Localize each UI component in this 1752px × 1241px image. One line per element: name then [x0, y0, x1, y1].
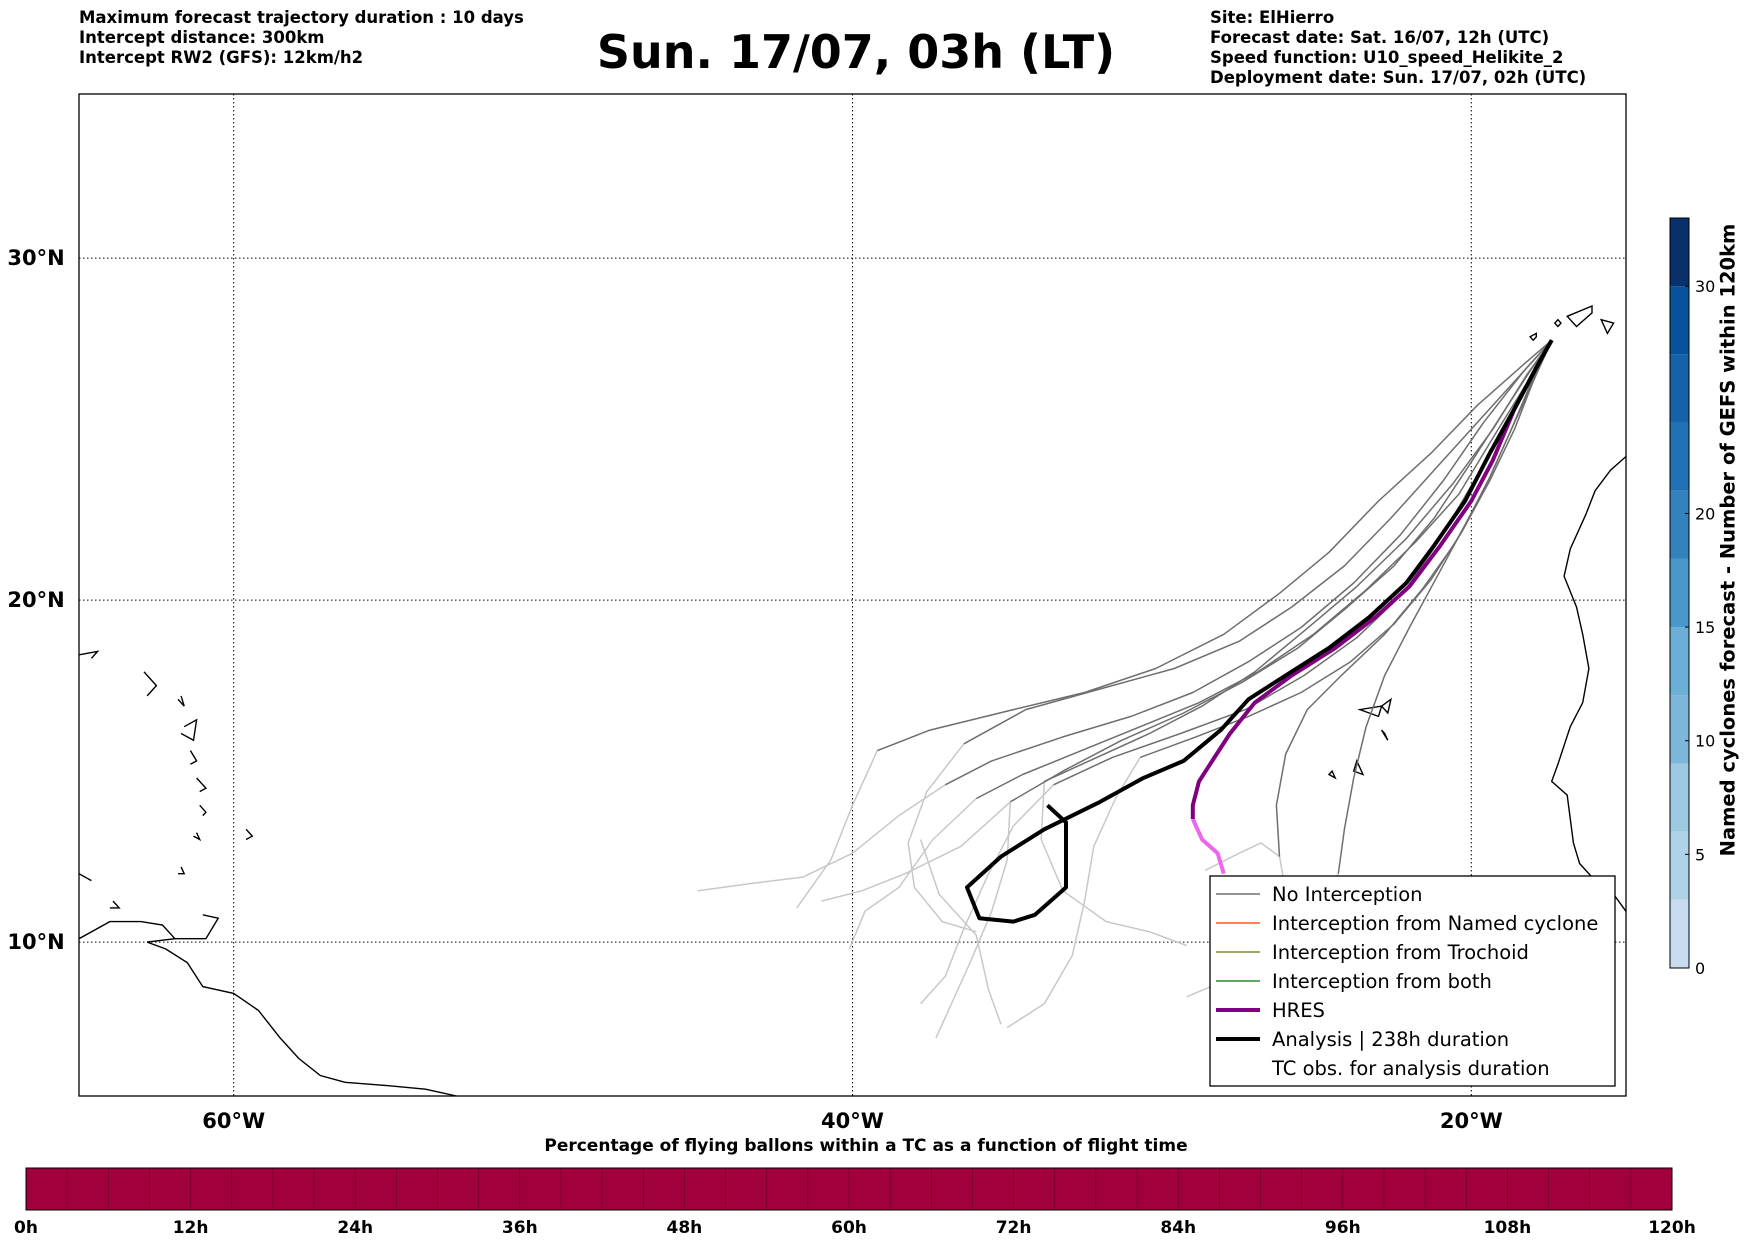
- ensemble-track-late: [921, 785, 1054, 1004]
- colorbar-tick-label: 20: [1695, 504, 1715, 523]
- ensemble-track-late: [822, 802, 1011, 901]
- colorbar-tick-label: 30: [1695, 277, 1715, 296]
- lon-tick-label: 20°W: [1440, 1109, 1503, 1133]
- legend-entry: Interception from Trochoid: [1272, 941, 1529, 964]
- hres-track: [1193, 340, 1552, 819]
- legend: No Interception Interception from Named c…: [1210, 876, 1615, 1086]
- ensemble-track: [877, 340, 1551, 750]
- ensemble-track-late: [1041, 781, 1187, 945]
- colorbar-band: [1670, 559, 1689, 627]
- colorbar-band: [1670, 423, 1689, 491]
- flight-time-tick-label: 48h: [667, 1218, 703, 1238]
- colorbar-tick-label: 15: [1695, 618, 1715, 637]
- caribbean-coastline: [178, 696, 184, 706]
- island-outline: [1329, 771, 1335, 778]
- colorbar-band: [1670, 627, 1689, 695]
- colorbar-band: [1670, 832, 1689, 900]
- colorbar-band: [1670, 695, 1689, 763]
- flight-time-bar-title: Percentage of flying ballons within a TC…: [0, 1136, 1732, 1156]
- main-tracks: [967, 340, 1552, 921]
- colorbar-label: Named cyclones forecast - Number of GEFS…: [1717, 224, 1740, 857]
- colorbar-band: [1670, 491, 1689, 559]
- ensemble-track-late: [1007, 757, 1140, 1027]
- ensemble-track: [1338, 340, 1551, 874]
- legend-entry: Analysis | 238h duration: [1272, 1028, 1509, 1051]
- flight-time-tick-label: 84h: [1160, 1218, 1196, 1238]
- colorbar-tick-label: 5: [1695, 845, 1705, 864]
- flight-time-tick-label: 24h: [337, 1218, 373, 1238]
- flight-time-tick-label: 72h: [996, 1218, 1032, 1238]
- africa-coastline: [1552, 457, 1626, 912]
- caribbean-coastline: [194, 833, 200, 840]
- lat-tick-label: 30°N: [7, 246, 64, 270]
- colorbar-band: [1670, 218, 1689, 286]
- ensemble-track: [976, 340, 1551, 798]
- lat-tick-label: 20°N: [7, 588, 64, 612]
- island-outline: [1601, 320, 1613, 334]
- colorbar: 0 5 10 15 20 30: [1670, 218, 1715, 978]
- legend-entry: Interception from both: [1272, 970, 1492, 993]
- caribbean-coastline: [200, 805, 206, 815]
- ensemble-track-late: [797, 751, 878, 908]
- island-outline: [1530, 333, 1536, 340]
- ensemble-track-late: [908, 744, 976, 932]
- caribbean-coastline: [197, 778, 206, 792]
- flight-time-tick-label: 12h: [173, 1218, 209, 1238]
- flight-time-tick-label: 120h: [1648, 1218, 1696, 1238]
- legend-entry: HRES: [1272, 999, 1325, 1022]
- island-outline: [1382, 699, 1391, 713]
- caribbean-coastline: [175, 915, 218, 939]
- ensemble-track-late: [1205, 843, 1279, 870]
- caribbean-coastline: [178, 867, 184, 874]
- caribbean-coastline: [181, 720, 197, 741]
- flight-time-tick-label: 36h: [502, 1218, 538, 1238]
- island-outline: [1555, 320, 1561, 327]
- legend-entry: Interception from Named cyclone: [1272, 912, 1598, 935]
- ensemble-track: [964, 340, 1552, 744]
- ensemble-track: [1010, 340, 1551, 802]
- flight-time-bar: 0h 12h 24h 36h 48h 60h 72h 84h 96h 108h 120h: [14, 1168, 1696, 1238]
- colorbar-tick-label: 10: [1695, 732, 1715, 751]
- colorbar-band: [1670, 286, 1689, 354]
- analysis-track: [967, 340, 1552, 921]
- colorbar-band: [1670, 900, 1689, 968]
- ensemble-tracks: [877, 340, 1551, 874]
- island-outline: [1567, 306, 1592, 327]
- caribbean-coastline: [79, 874, 91, 881]
- island-outline: [1382, 730, 1388, 740]
- caribbean-coastline: [246, 829, 252, 839]
- caribbean-coastline: [79, 651, 98, 658]
- caribbean-coastline: [79, 922, 457, 1096]
- caribbean-coastline: [190, 751, 196, 765]
- lon-tick-label: 40°W: [821, 1109, 884, 1133]
- legend-entry: TC obs. for analysis duration: [1271, 1057, 1550, 1080]
- flight-time-tick-label: 60h: [831, 1218, 867, 1238]
- flight-time-tick-label: 96h: [1325, 1218, 1361, 1238]
- caribbean-coastline: [110, 901, 119, 908]
- ensemble-track: [1140, 340, 1552, 757]
- flight-time-tick-label: 108h: [1484, 1218, 1532, 1238]
- hres-track-late: [1193, 819, 1224, 874]
- colorbar-band: [1670, 763, 1689, 831]
- island-outline: [1645, 306, 1660, 323]
- ensemble-track: [945, 340, 1551, 785]
- legend-entry: No Interception: [1272, 883, 1423, 906]
- flight-time-tick-label: 0h: [14, 1218, 38, 1238]
- colorbar-band: [1670, 354, 1689, 422]
- lon-tick-label: 60°W: [202, 1109, 265, 1133]
- colorbar-tick-label: 0: [1695, 959, 1705, 978]
- lat-tick-label: 10°N: [7, 930, 64, 954]
- caribbean-coastline: [144, 672, 156, 696]
